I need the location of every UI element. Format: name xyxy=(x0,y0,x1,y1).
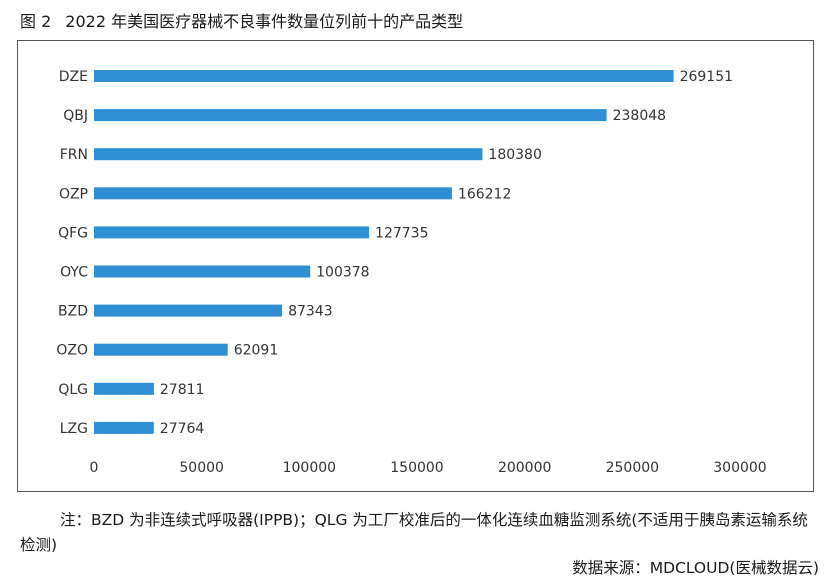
x-tick-label: 150000 xyxy=(390,460,443,476)
bar xyxy=(94,187,452,200)
bar xyxy=(94,226,370,239)
data-label: 100378 xyxy=(316,265,369,281)
x-tick-label: 300000 xyxy=(713,460,766,476)
data-label: 87343 xyxy=(288,304,333,320)
category-label: DZE xyxy=(59,69,88,85)
bar xyxy=(94,265,311,278)
x-tick-label: 0 xyxy=(90,460,99,476)
category-label: QLG xyxy=(58,382,88,398)
figure-title: 图 2 2022 年美国医疗器械不良事件数量位列前十的产品类型 xyxy=(20,8,463,32)
figure-note: 注：BZD 为非连续式呼吸器(IPPB)；QLG 为工厂校准后的一体化连续血糖监… xyxy=(20,511,808,554)
category-label: OZO xyxy=(56,343,88,359)
bar xyxy=(94,382,154,395)
category-label: FRN xyxy=(60,147,88,163)
bar xyxy=(94,148,483,161)
category-label: LZG xyxy=(60,421,88,437)
figure-number: 图 2 xyxy=(20,12,52,31)
category-label: BZD xyxy=(58,304,88,320)
x-tick-label: 100000 xyxy=(283,460,336,476)
data-label: 27811 xyxy=(160,382,205,398)
data-label: 269151 xyxy=(680,69,733,85)
data-label: 62091 xyxy=(234,343,279,359)
chart-frame: DZE 269151 QBJ 238048 FRN 180380 OZP 166212 QFG 1… xyxy=(17,40,814,492)
category-label: QFG xyxy=(58,225,88,241)
bar xyxy=(94,343,228,356)
figure-title-text: 2022 年美国医疗器械不良事件数量位列前十的产品类型 xyxy=(65,12,464,31)
x-tick-label: 50000 xyxy=(179,460,224,476)
data-source: 数据来源：MDCLOUD(医械数据云) xyxy=(572,559,819,577)
bar xyxy=(94,70,674,82)
bar xyxy=(94,421,154,434)
data-label: 166212 xyxy=(458,186,511,202)
x-tick-label: 250000 xyxy=(606,460,659,476)
bar-chart: DZE 269151 QBJ 238048 FRN 180380 OZP 166212 QFG 1… xyxy=(56,69,766,476)
data-label: 27764 xyxy=(160,421,205,437)
category-label: OZP xyxy=(59,186,88,202)
bar xyxy=(94,304,283,317)
x-tick-label: 200000 xyxy=(498,460,551,476)
data-label: 238048 xyxy=(613,108,666,124)
category-label: OYC xyxy=(60,265,88,281)
bar xyxy=(94,109,607,122)
data-label: 180380 xyxy=(488,147,541,163)
data-label: 127735 xyxy=(375,225,428,241)
category-label: QBJ xyxy=(63,108,88,124)
